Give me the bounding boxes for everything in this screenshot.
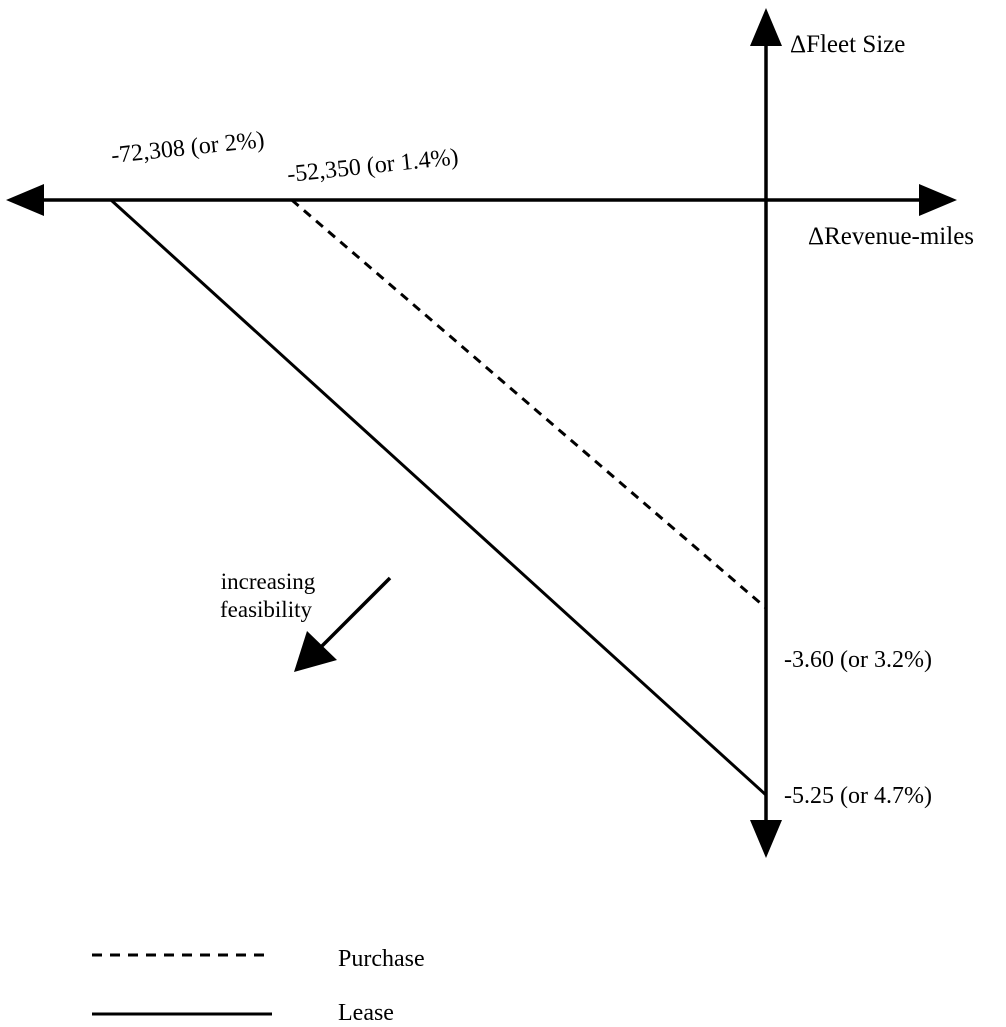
feasibility-arrow-head: [294, 631, 337, 672]
y-axis-bottom-arrow: [750, 820, 782, 858]
axes: [6, 8, 957, 858]
lease-x-intercept-label: -72,308 (or 2%): [110, 127, 266, 169]
legend: Purchase Lease: [92, 946, 425, 1026]
feasibility-arrow-shaft: [318, 576, 392, 650]
annotation-line-2: feasibility: [220, 597, 312, 622]
y-axis-top-arrow: [750, 8, 782, 46]
x-axis-left-arrow: [6, 184, 44, 216]
series-line-purchase: [290, 198, 767, 610]
legend-label-lease: Lease: [338, 1000, 394, 1026]
x-axis-title: ΔRevenue-miles: [808, 223, 974, 250]
lease-y-intercept-label: -5.25 (or 4.7%): [784, 783, 932, 809]
y-axis-title: ΔFleet Size: [790, 31, 905, 58]
series-group: [109, 198, 768, 797]
series-line-lease: [109, 198, 768, 797]
purchase-x-intercept-label: -52,350 (or 1.4%): [286, 144, 460, 188]
purchase-y-intercept-label: -3.60 (or 3.2%): [784, 647, 932, 673]
legend-label-purchase: Purchase: [338, 946, 425, 972]
x-axis-right-arrow: [919, 184, 957, 216]
annotation-line-1: increasing: [221, 569, 316, 594]
